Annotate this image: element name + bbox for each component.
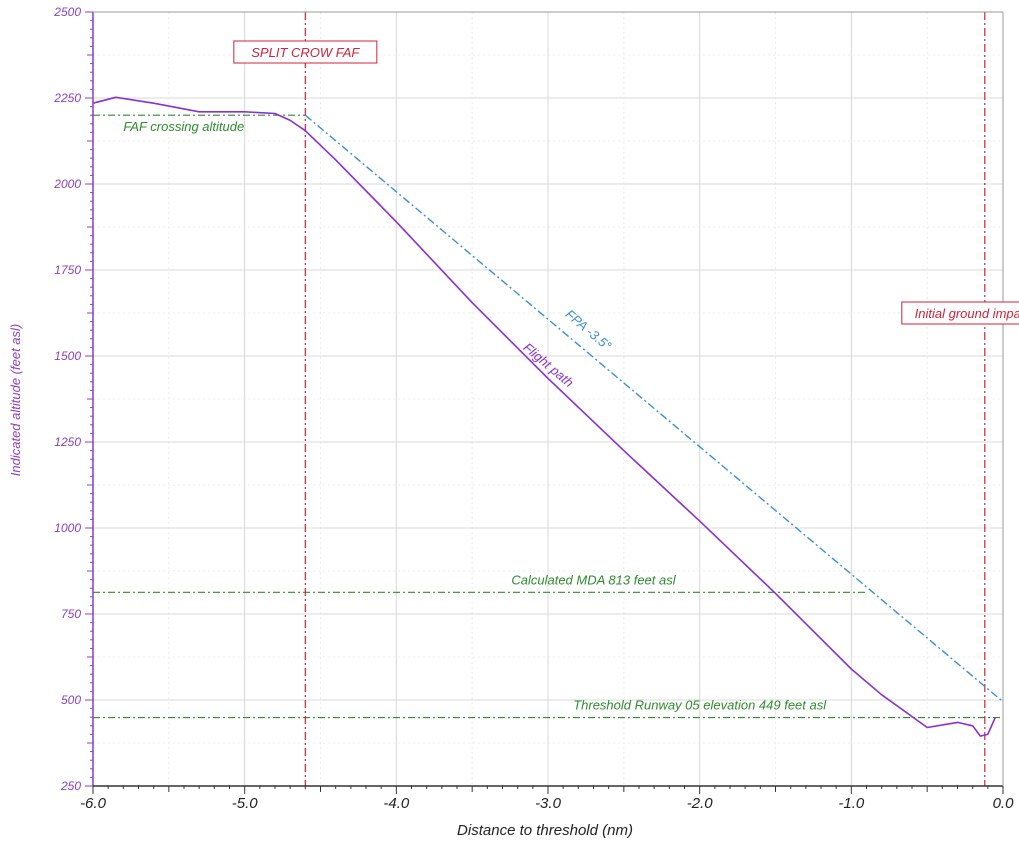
y-tick-label: 1500 [54,349,81,363]
reference-line-label: FAF crossing altitude [123,119,244,134]
y-tick-label: 500 [61,693,81,707]
y-tick-label: 2500 [53,5,81,19]
tick-labels: 2500 2250 2000 1750 1500 1250 1000 750 500 250 -6.… [53,5,1014,812]
y-tick-label: 1750 [54,263,81,277]
marker-label-box [901,301,1019,325]
reference-line-label: Threshold Runway 05 elevation 449 feet a… [573,698,827,713]
x-tick-label: -3.0 [535,795,562,812]
fpa-line [304,114,1004,703]
reference-line-label: Calculated MDA 813 feet asl [511,572,676,587]
y-tick-label: 750 [61,607,81,621]
x-tick-label: -6.0 [80,795,107,812]
x-tick-label: -2.0 [687,795,714,812]
series-layer [92,96,1004,737]
y-tick-label: 2000 [53,177,81,191]
y-tick-label: 2250 [53,91,81,105]
marker-label: Initial ground impact [915,306,1019,321]
x-tick-label: 0.0 [993,795,1015,812]
flight-path-line [92,96,997,737]
axes [85,11,1004,794]
y-tick-label: 1250 [54,435,81,449]
x-tick-label: -4.0 [383,795,410,812]
reference-lines [93,114,1003,719]
vertical-markers [304,12,986,786]
marker-label: SPLIT CROW FAF [251,45,360,60]
annotation-labels: FAF crossing altitude Calculated MDA 813 … [123,40,1019,713]
marker-label-box [233,40,378,64]
x-axis-title: Distance to threshold (nm) [457,822,633,839]
y-axis-title: Indicated altitude (feet asl) [8,324,23,476]
x-tick-label: -1.0 [838,795,865,812]
y-tick-label: 250 [60,779,81,793]
x-tick-label: -5.0 [232,795,259,812]
y-tick-label: 1000 [54,521,81,535]
